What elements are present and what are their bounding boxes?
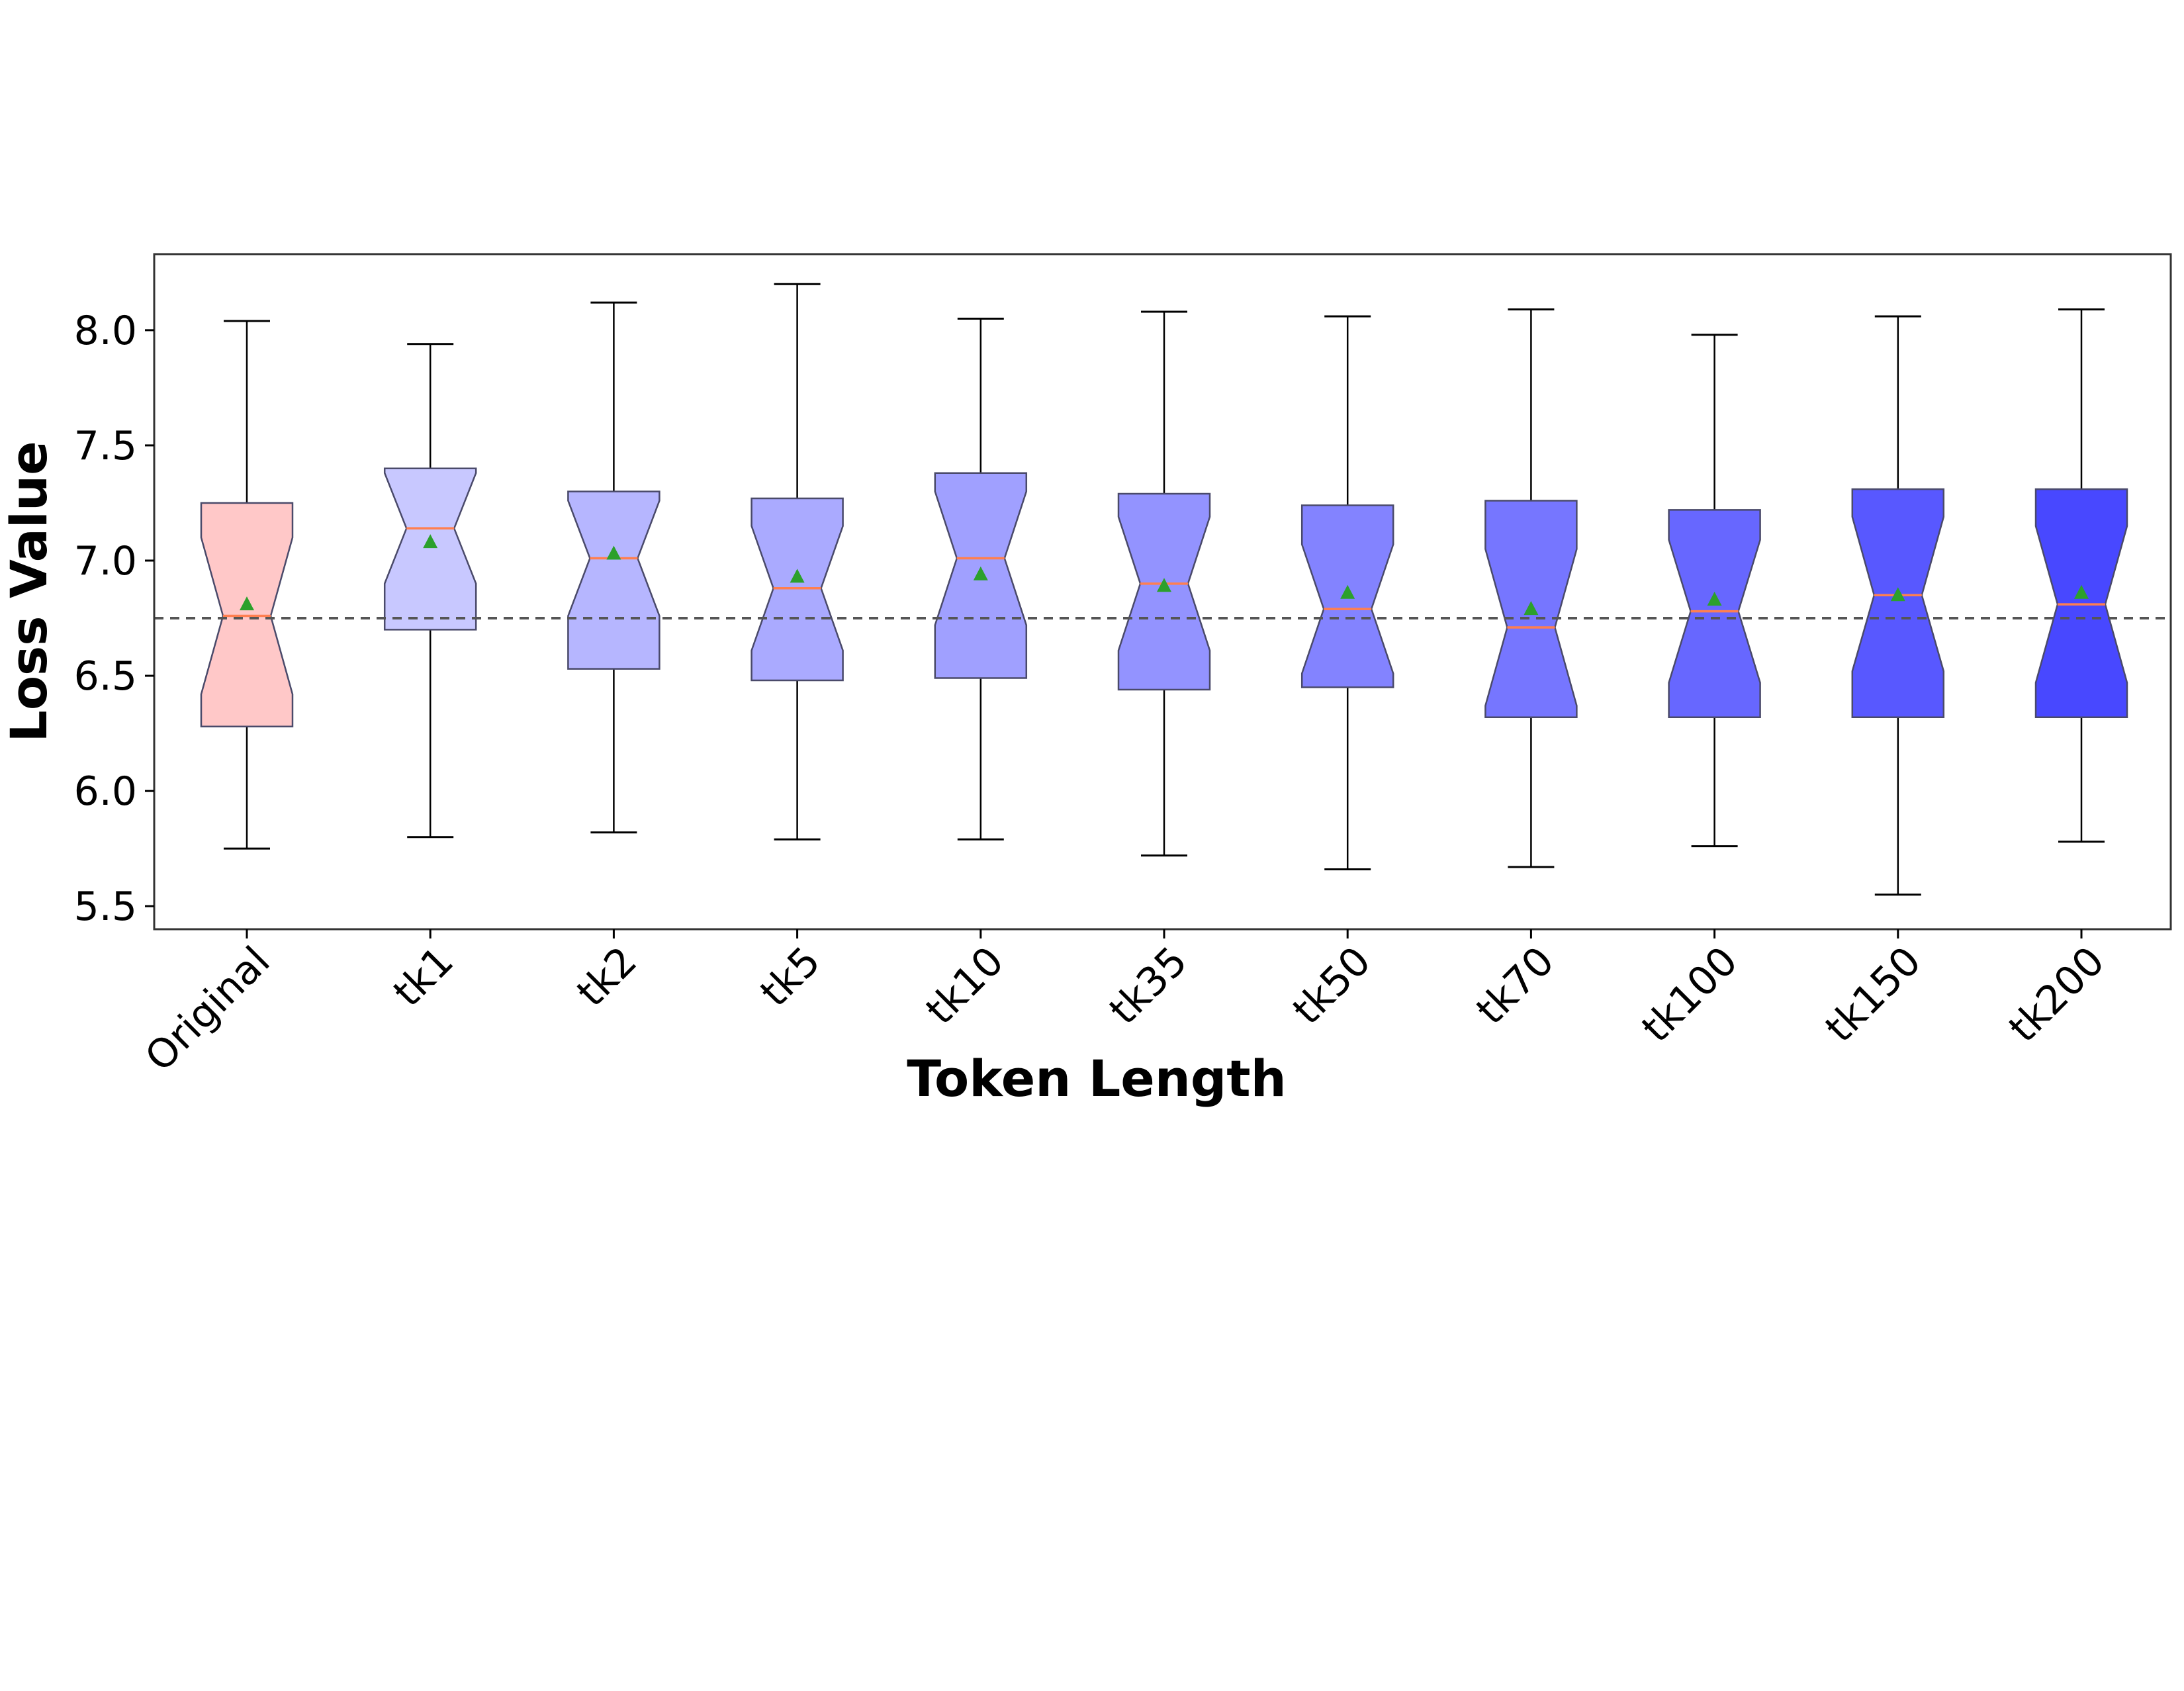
box-tk10 xyxy=(934,317,1028,841)
box-tk100 xyxy=(1668,334,1761,848)
y-tick-label: 5.5 xyxy=(74,884,137,930)
notched-box xyxy=(1851,488,1945,718)
x-tick-label: tk150 xyxy=(1817,938,1931,1052)
plot-area-frame xyxy=(153,253,2172,931)
x-tick-label: tk10 xyxy=(917,938,1013,1034)
y-tick-label: 7.0 xyxy=(74,538,137,584)
notched-box xyxy=(567,490,660,670)
box-tk70 xyxy=(1484,308,1578,868)
y-axis: 5.5 6.0 6.5 7.0 7.5 8.0 xyxy=(74,308,154,930)
y-tick-label: 6.0 xyxy=(74,768,137,815)
x-tick-label: tk1 xyxy=(385,938,463,1016)
y-tick-label: 7.5 xyxy=(74,423,137,469)
mean-marker xyxy=(790,569,805,583)
x-tick-label: tk5 xyxy=(752,938,830,1016)
y-tick-label: 8.0 xyxy=(74,308,137,354)
mean-marker xyxy=(1157,578,1171,592)
mean-marker xyxy=(973,566,988,580)
x-tick-label: tk50 xyxy=(1284,938,1380,1034)
x-axis-title: Token Length xyxy=(907,1049,1287,1108)
box-tk50 xyxy=(1300,315,1394,870)
mean-marker xyxy=(606,545,621,560)
mean-marker xyxy=(423,534,438,549)
x-tick-label: tk70 xyxy=(1467,938,1563,1034)
mean-marker xyxy=(240,596,254,611)
box-tk5 xyxy=(751,283,844,841)
y-tick-label: 6.5 xyxy=(74,653,137,700)
box-tk35 xyxy=(1117,310,1211,857)
box-Original xyxy=(200,320,294,850)
x-tick-label: tk2 xyxy=(568,938,646,1016)
box-tk1 xyxy=(383,343,477,839)
mean-marker xyxy=(1890,587,1905,602)
box-tk2 xyxy=(567,301,660,834)
box-tk150 xyxy=(1851,315,1945,896)
notched-box xyxy=(1668,509,1761,718)
x-tick-label: tk100 xyxy=(1633,938,1747,1052)
mean-marker xyxy=(1340,584,1355,599)
notched-box xyxy=(383,467,477,631)
x-tick-label: tk200 xyxy=(2000,938,2114,1052)
box-tk200 xyxy=(2034,308,2128,843)
mean-marker xyxy=(1707,592,1722,606)
y-axis-title: Loss Value xyxy=(0,441,58,742)
mean-marker xyxy=(1524,601,1539,616)
x-tick-label: Original xyxy=(136,938,279,1081)
mean-marker xyxy=(2074,584,2089,599)
x-tick-label: tk35 xyxy=(1101,938,1197,1034)
plot-marks xyxy=(154,283,2171,896)
